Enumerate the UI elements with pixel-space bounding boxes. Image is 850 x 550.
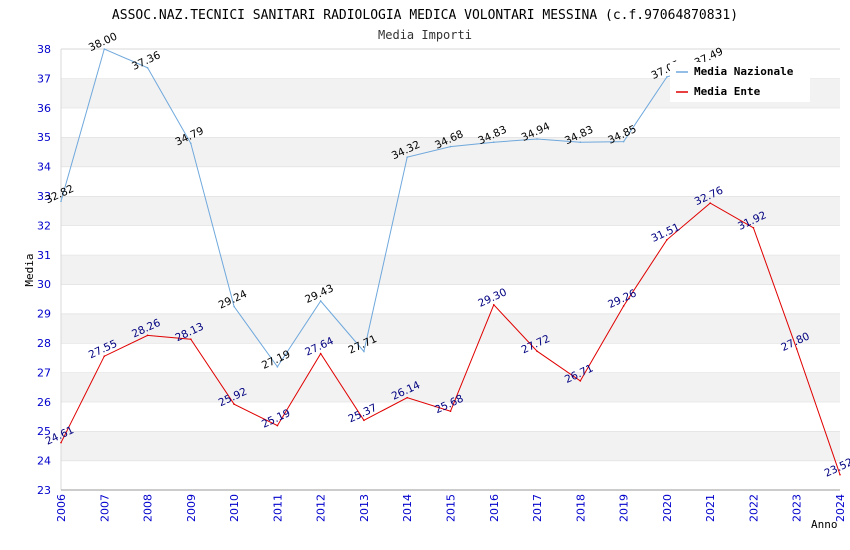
y-tick-label: 36 bbox=[37, 102, 51, 115]
grid-band bbox=[61, 343, 840, 373]
data-point-media-ente bbox=[60, 441, 62, 444]
x-tick-label: 2011 bbox=[271, 494, 284, 522]
y-tick-label: 38 bbox=[37, 43, 51, 56]
chart-subtitle: Media Importi bbox=[378, 28, 472, 42]
grid-bands bbox=[60, 48, 840, 490]
x-tick-label: 2009 bbox=[185, 494, 198, 522]
x-tick-label: 2023 bbox=[791, 494, 804, 522]
data-point-media-nazionale bbox=[579, 141, 582, 143]
data-point-media-ente bbox=[276, 424, 279, 427]
data-point-media-ente bbox=[406, 396, 409, 399]
data-point-media-ente bbox=[190, 338, 192, 340]
data-point-media-nazionale bbox=[666, 76, 668, 78]
data-point-media-nazionale bbox=[60, 200, 62, 203]
data-point-media-nazionale bbox=[146, 67, 149, 69]
x-tick-label: 2020 bbox=[661, 494, 674, 522]
data-point-media-ente bbox=[233, 403, 235, 405]
data-point-media-ente bbox=[363, 419, 365, 422]
data-point-media-nazionale bbox=[492, 141, 495, 143]
data-point-media-nazionale bbox=[363, 350, 365, 353]
legend-label-media-nazionale: Media Nazionale bbox=[694, 65, 794, 78]
data-point-media-ente bbox=[492, 303, 495, 306]
y-tick-label: 30 bbox=[37, 278, 51, 291]
data-point-media-ente bbox=[449, 410, 452, 413]
x-tick-label: 2024 bbox=[834, 494, 847, 522]
x-tick-label: 2021 bbox=[704, 494, 717, 522]
data-point-media-ente bbox=[319, 352, 322, 355]
y-tick-label: 35 bbox=[37, 131, 51, 144]
x-tick-label: 2006 bbox=[55, 494, 68, 522]
y-axis-label: Media bbox=[23, 253, 36, 286]
grid-band bbox=[61, 196, 840, 226]
grid-band bbox=[61, 166, 840, 196]
grid-band bbox=[61, 137, 840, 167]
y-tick-label: 32 bbox=[37, 219, 51, 232]
grid-band bbox=[61, 313, 840, 343]
data-point-media-ente bbox=[146, 334, 149, 337]
data-point-media-nazionale bbox=[319, 300, 322, 302]
x-tick-label: 2013 bbox=[358, 494, 371, 522]
grid-band bbox=[61, 284, 840, 314]
grid-band bbox=[61, 107, 840, 138]
grid-band bbox=[61, 460, 840, 490]
data-point-media-nazionale bbox=[276, 366, 279, 368]
x-axis-ticks: 2006 2007 2008 2009 2010 2011 2012 2013 2014 2015… bbox=[55, 494, 847, 522]
x-tick-label: 2014 bbox=[401, 494, 414, 522]
data-point-media-nazionale bbox=[406, 156, 409, 158]
data-point-media-nazionale bbox=[233, 305, 235, 308]
data-point-media-ente bbox=[839, 473, 841, 476]
data-point-media-ente bbox=[709, 202, 711, 204]
y-tick-label: 24 bbox=[37, 455, 51, 468]
y-tick-label: 37 bbox=[37, 72, 51, 85]
series-group bbox=[60, 48, 841, 476]
data-point-media-ente bbox=[536, 350, 538, 353]
grid-band bbox=[61, 254, 840, 285]
x-tick-label: 2007 bbox=[98, 494, 111, 522]
data-point-media-ente bbox=[622, 305, 625, 307]
x-tick-label: 2008 bbox=[142, 494, 155, 522]
data-point-media-ente bbox=[795, 348, 798, 350]
y-axis-ticks: 23 24 25 26 27 28 29 30 31 32 33 34 35 36 37 38 bbox=[37, 43, 51, 497]
y-tick-label: 25 bbox=[37, 425, 51, 438]
grid-band bbox=[61, 372, 840, 402]
x-tick-label: 2016 bbox=[488, 494, 501, 522]
legend: Media Nazionale Media Ente bbox=[670, 62, 810, 102]
data-point-media-ente bbox=[666, 239, 668, 241]
y-tick-label: 29 bbox=[37, 308, 51, 321]
x-tick-label: 2015 bbox=[445, 494, 458, 522]
x-axis-label: Anno bbox=[811, 518, 838, 531]
y-tick-label: 27 bbox=[37, 366, 51, 379]
data-point-media-nazionale bbox=[536, 138, 538, 140]
data-point-media-ente bbox=[103, 355, 106, 358]
data-point-media-ente bbox=[579, 380, 582, 382]
data-point-media-nazionale bbox=[622, 140, 625, 143]
x-tick-label: 2019 bbox=[618, 494, 631, 522]
y-tick-label: 33 bbox=[37, 190, 51, 203]
legend-label-media-ente: Media Ente bbox=[694, 85, 761, 98]
x-tick-label: 2017 bbox=[531, 494, 544, 522]
x-tick-label: 2022 bbox=[747, 494, 760, 522]
grid-band bbox=[61, 401, 840, 432]
data-point-media-nazionale bbox=[103, 48, 106, 50]
x-tick-label: 2010 bbox=[228, 494, 241, 522]
x-tick-label: 2018 bbox=[574, 494, 587, 522]
y-tick-label: 34 bbox=[37, 161, 51, 174]
x-tick-label: 2012 bbox=[315, 494, 328, 522]
data-point-media-ente bbox=[752, 226, 755, 229]
data-point-media-nazionale bbox=[449, 145, 452, 148]
grid-band bbox=[61, 431, 840, 461]
legend-box bbox=[670, 62, 810, 102]
y-tick-label: 31 bbox=[37, 249, 51, 262]
y-tick-label: 28 bbox=[37, 337, 51, 350]
y-tick-label: 26 bbox=[37, 396, 51, 409]
grid-band bbox=[61, 225, 840, 255]
series-line-media-nazionale bbox=[60, 48, 711, 368]
chart-title: ASSOC.NAZ.TECNICI SANITARI RADIOLOGIA ME… bbox=[112, 8, 738, 23]
y-tick-label: 23 bbox=[37, 484, 51, 497]
data-point-media-nazionale bbox=[190, 142, 192, 145]
